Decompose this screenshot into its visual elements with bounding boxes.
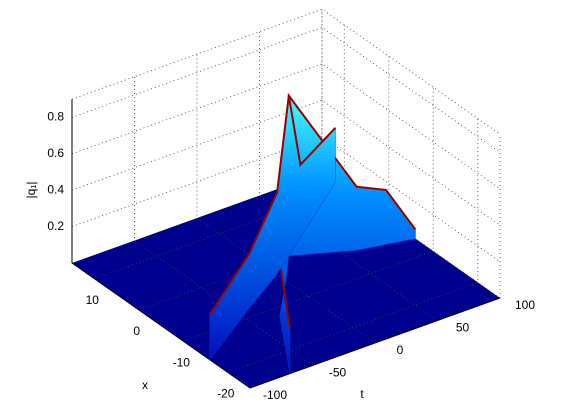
y-tick-label: 100 [515, 298, 535, 312]
x-axis-line [71, 262, 251, 389]
z-tick-label: 0.4 [47, 182, 64, 196]
grid-line [71, 136, 501, 262]
x-tick-label: -20 [217, 387, 235, 401]
grid-line [134, 76, 313, 366]
grid-line [259, 31, 438, 321]
grid-line [321, 9, 501, 299]
x-tick-label: -10 [173, 355, 191, 369]
z-tick-label: 0.2 [47, 219, 64, 233]
y-tick-label: 0 [397, 343, 404, 357]
grid-line [71, 63, 501, 190]
x-tick-label: 0 [133, 324, 140, 338]
x-axis-label: x [142, 378, 148, 392]
y-tick-label: -50 [329, 366, 347, 380]
z-tick-label: 0.8 [47, 110, 64, 124]
grid-line [183, 87, 434, 342]
grid-line [71, 99, 501, 226]
grid-line [227, 118, 479, 373]
y-tick-label: 50 [456, 321, 470, 335]
t-axis-label: t [360, 387, 364, 401]
ridge-crest [209, 95, 337, 315]
grid-line [71, 26, 501, 153]
grid-line [196, 54, 376, 344]
grid-line [138, 56, 390, 311]
z-axis-label: |q₁| [24, 182, 38, 199]
t-axis-line [249, 297, 501, 389]
z-tick-label: 0.6 [47, 146, 64, 160]
y-tick-label: -100 [263, 388, 287, 402]
box-edge [71, 8, 501, 135]
grid-line [94, 24, 345, 279]
x-tick-label: 10 [86, 293, 100, 307]
